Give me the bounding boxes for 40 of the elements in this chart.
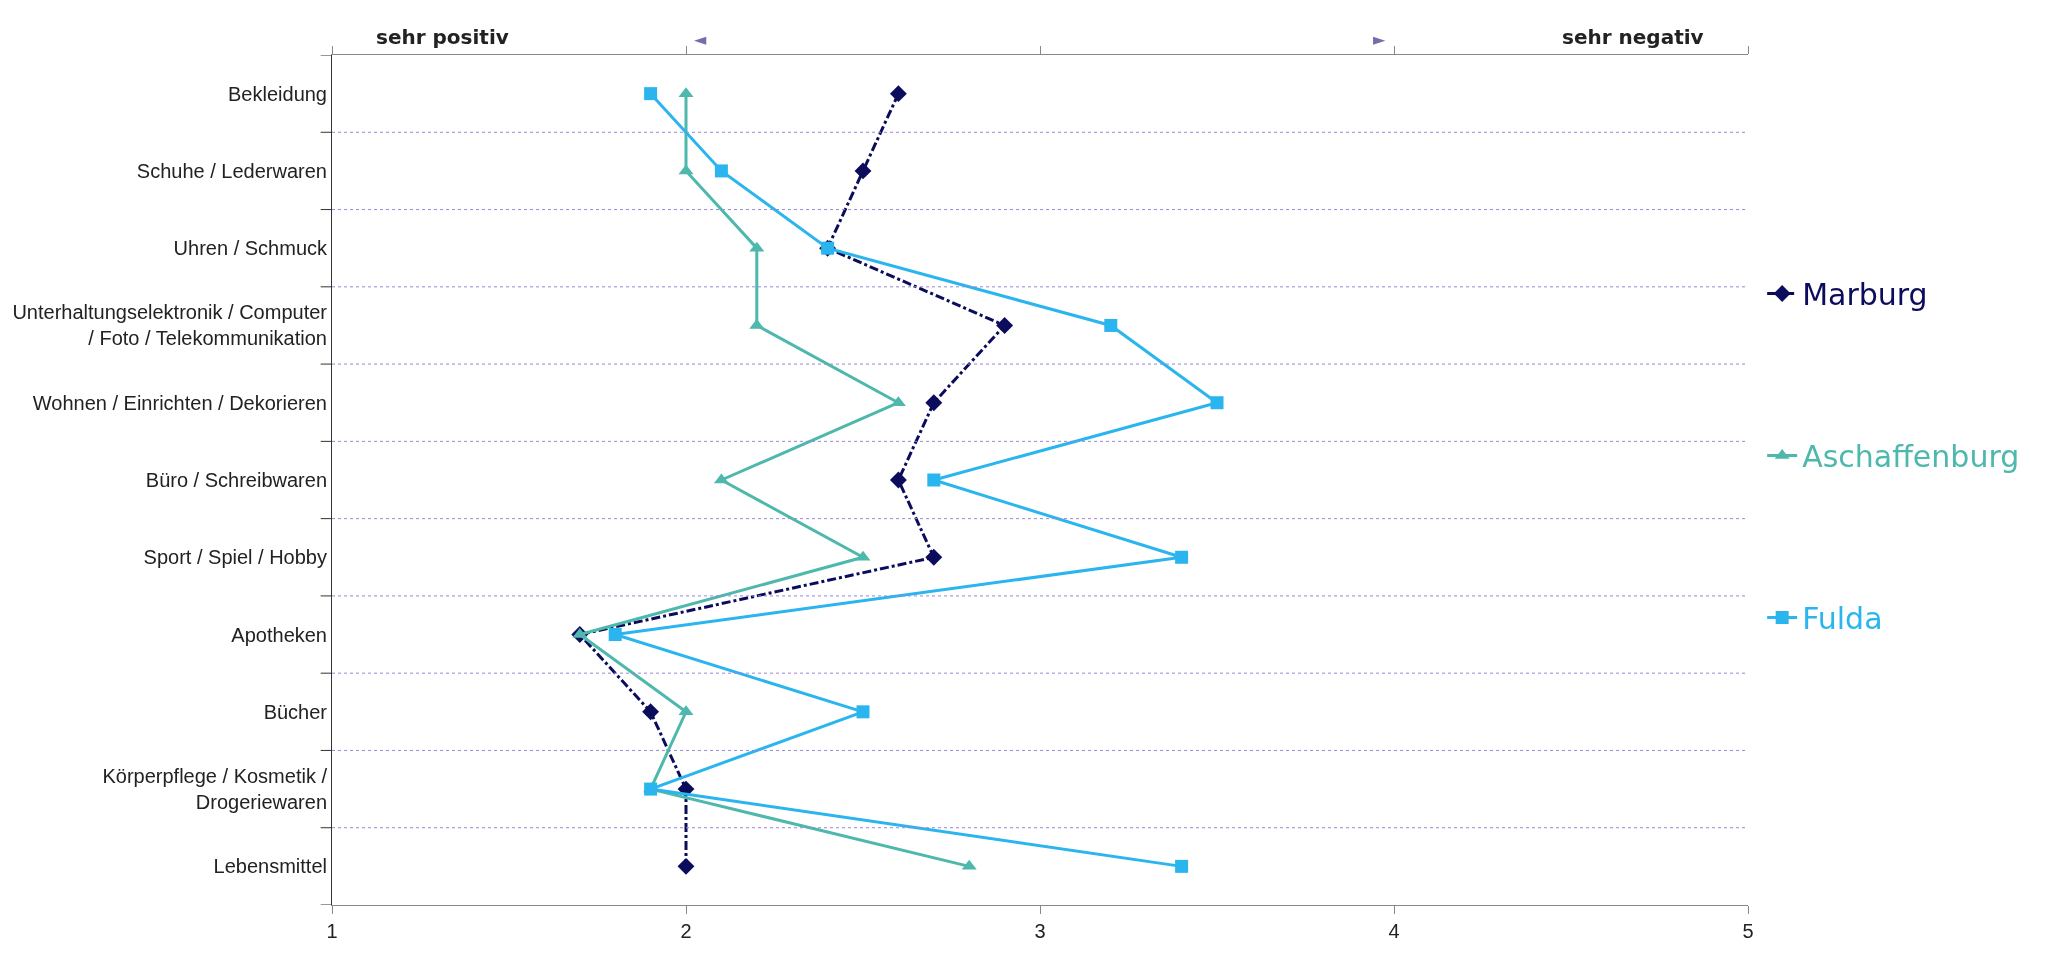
point	[714, 164, 728, 178]
y-tick-label: Schuhe / Lederwaren	[136, 159, 327, 182]
point	[889, 85, 907, 103]
y-tick-label: Körperpflege / Kosmetik / Drogeriewaren	[102, 765, 328, 814]
point	[927, 473, 941, 487]
point	[1175, 859, 1189, 873]
point	[608, 628, 622, 642]
point	[996, 317, 1014, 334]
text: sehr positiv	[376, 25, 509, 49]
legend-label: Aschaffenburg	[1802, 439, 2020, 475]
y-tick-label: Unterhaltungselektronik / Computer / Foto / Telekommunikation	[12, 301, 328, 350]
point	[925, 394, 943, 412]
x-tick-label: 3	[1034, 920, 1046, 942]
text: ◄	[694, 30, 707, 49]
y-tick-label: Bekleidung	[228, 82, 327, 105]
point	[642, 703, 660, 721]
y-tick-label: Apotheken	[231, 623, 327, 646]
y-tick-label: Sport / Spiel / Hobby	[143, 546, 327, 569]
y-tick-label: Lebensmittel	[213, 855, 327, 878]
x-tick-label: 5	[1742, 920, 1754, 942]
y-tick-label: Uhren / Schmuck	[173, 237, 328, 260]
point	[677, 857, 695, 875]
point	[644, 87, 658, 101]
point	[856, 705, 870, 719]
text: sehr negativ	[1562, 25, 1704, 49]
point	[925, 548, 943, 566]
y-tick-label: Bücher	[263, 700, 328, 723]
point	[854, 162, 872, 180]
x-tick-label: 1	[326, 920, 338, 942]
legend-label: Fulda	[1802, 601, 1883, 637]
x-tick-label: 2	[680, 920, 692, 942]
text: ►	[1373, 30, 1386, 49]
y-tick-label: Wohnen / Einrichten / Dekorieren	[32, 391, 327, 414]
point	[1210, 396, 1224, 410]
x-tick-label: 4	[1388, 920, 1400, 942]
point	[1175, 550, 1189, 564]
legend-label: Marburg	[1802, 277, 1928, 313]
point	[1104, 318, 1118, 332]
y-tick-label: Büro / Schreibwaren	[145, 469, 327, 491]
point	[889, 471, 907, 489]
